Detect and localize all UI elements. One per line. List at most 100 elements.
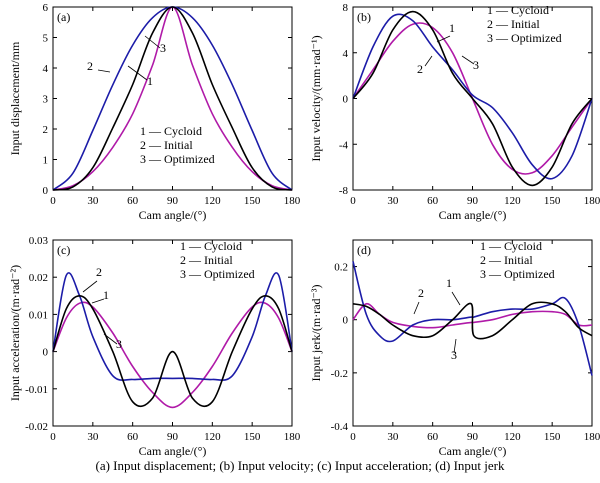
x-tick-label: 0 bbox=[350, 431, 356, 443]
chart-panel-d: 0 30 60 90 120 150 180 -0.4 -0.2 0 0.2 Cam angle/(°… bbox=[309, 239, 600, 458]
y-tick-label: 0 bbox=[343, 94, 349, 106]
x-tick-label: 90 bbox=[167, 195, 179, 207]
plot-frame bbox=[52, 239, 293, 427]
x-tick-label: 150 bbox=[244, 195, 261, 207]
figure-caption: (a) Input displacement; (b) Input veloci… bbox=[95, 458, 505, 473]
x-tick-label: 180 bbox=[584, 431, 600, 443]
y-axis-title: Input acceleration/(m·rad⁻²) bbox=[8, 265, 22, 401]
y-tick-label: 6 bbox=[43, 2, 49, 14]
x-tick-label: 30 bbox=[387, 431, 399, 443]
curve-label-leader bbox=[127, 65, 148, 81]
series-line-initial bbox=[52, 301, 293, 409]
y-tick-label: 4 bbox=[343, 48, 349, 60]
y-tick-label: -0.02 bbox=[25, 421, 48, 433]
x-tick-label: 60 bbox=[127, 195, 139, 207]
curve-label: 2 bbox=[96, 265, 102, 279]
curve-label-leader bbox=[451, 291, 461, 306]
curve-label-leader bbox=[91, 298, 105, 304]
curve-label: 1 bbox=[446, 276, 452, 290]
curve-label: 3 bbox=[116, 337, 122, 351]
curve-label-leader bbox=[82, 280, 98, 293]
y-tick-label: 0.2 bbox=[334, 262, 348, 274]
legend-entry: 3 — Optimized bbox=[487, 31, 562, 45]
legend-entry: 1 — Cycloid bbox=[487, 3, 549, 17]
x-tick-label: 60 bbox=[427, 431, 439, 443]
legend-entry: 1 — Cycloid bbox=[480, 239, 542, 253]
y-tick-label: 1 bbox=[43, 155, 49, 167]
x-tick-label: 0 bbox=[50, 431, 56, 443]
curve-label: 1 bbox=[147, 74, 153, 88]
panel-tag: (a) bbox=[57, 10, 70, 24]
panel-tag: (d) bbox=[357, 243, 371, 257]
y-tick-label: 5 bbox=[43, 33, 49, 45]
y-tick-label: 0 bbox=[43, 347, 49, 359]
legend-entry: 3 — Optimized bbox=[480, 267, 555, 281]
x-tick-label: 120 bbox=[504, 195, 521, 207]
y-tick-label: -0.01 bbox=[25, 384, 48, 396]
x-axis-title: Cam angle/(°) bbox=[439, 208, 507, 222]
y-tick-label: 4 bbox=[43, 63, 49, 75]
x-tick-label: 60 bbox=[127, 431, 139, 443]
y-tick-label: -0.2 bbox=[331, 368, 348, 380]
curve-label: 3 bbox=[473, 58, 479, 72]
curve-label-leader bbox=[144, 35, 161, 49]
y-tick-label: 8 bbox=[343, 2, 349, 14]
curve-label-leader bbox=[424, 55, 433, 67]
curve-label: 1 bbox=[103, 288, 109, 302]
y-tick-label: 3 bbox=[43, 94, 49, 106]
x-tick-label: 30 bbox=[87, 431, 99, 443]
y-tick-label: -0.4 bbox=[331, 421, 349, 433]
y-tick-label: 0 bbox=[43, 185, 49, 197]
curve-label: 2 bbox=[418, 286, 424, 300]
panel-tag: (b) bbox=[357, 10, 371, 24]
chart-panel-b: 0 30 60 90 120 150 180 -8 -4 0 4 8 Cam angle/(°) Inpu… bbox=[309, 2, 600, 222]
y-tick-label: 2 bbox=[43, 124, 49, 136]
x-tick-label: 30 bbox=[87, 195, 99, 207]
x-tick-label: 0 bbox=[350, 195, 356, 207]
curve-label-leader bbox=[413, 301, 420, 315]
y-tick-label: 0.01 bbox=[29, 309, 48, 321]
curve-label: 1 bbox=[449, 21, 455, 35]
legend-entry: 2 — Initial bbox=[180, 253, 233, 267]
x-tick-label: 90 bbox=[167, 431, 179, 443]
series-line-cycloid bbox=[352, 301, 593, 340]
curve-label-leader bbox=[436, 35, 451, 43]
x-tick-label: 90 bbox=[467, 431, 479, 443]
x-tick-label: 150 bbox=[244, 431, 261, 443]
y-tick-label: 0.02 bbox=[29, 272, 48, 284]
curve-label: 3 bbox=[160, 41, 166, 55]
curve-label-leader bbox=[103, 333, 118, 345]
x-tick-label: 150 bbox=[544, 195, 561, 207]
legend-entry: 2 — Initial bbox=[140, 138, 193, 152]
y-tick-label: -8 bbox=[339, 185, 349, 197]
chart-panel-a: 0 30 60 90 120 150 180 0 1 2 3 4 5 6 Cam angle/(°) Inpu… bbox=[8, 2, 301, 222]
series-line-optimized bbox=[352, 13, 593, 180]
panel-tag: (c) bbox=[57, 243, 70, 257]
series-line-optimized bbox=[52, 272, 293, 381]
y-tick-label: 0 bbox=[343, 315, 349, 327]
chart-panel-c: 0 30 60 90 120 150 180 -0.02 -0.01 0 0.01 0.02 0.03 C… bbox=[8, 235, 301, 458]
y-tick-label: -4 bbox=[339, 139, 349, 151]
curve-label-leader bbox=[461, 55, 475, 65]
legend-entry: 3 — Optimized bbox=[140, 152, 215, 166]
x-tick-label: 150 bbox=[544, 431, 561, 443]
x-axis-title: Cam angle/(°) bbox=[439, 444, 507, 458]
legend-entry: 1 — Cycloid bbox=[140, 124, 202, 138]
curve-label: 3 bbox=[451, 348, 457, 362]
legend-entry: 2 — Initial bbox=[480, 253, 533, 267]
x-axis-title: Cam angle/(°) bbox=[139, 444, 207, 458]
x-tick-label: 120 bbox=[504, 431, 521, 443]
series-line-cycloid bbox=[352, 10, 593, 187]
series-line-cycloid bbox=[52, 6, 293, 191]
x-tick-label: 120 bbox=[204, 431, 221, 443]
y-tick-label: 0.03 bbox=[29, 235, 49, 247]
curve-label-leader bbox=[97, 69, 111, 73]
x-tick-label: 120 bbox=[204, 195, 221, 207]
legend-entry: 3 — Optimized bbox=[180, 267, 255, 281]
series-line-cycloid bbox=[52, 294, 293, 408]
x-tick-label: 0 bbox=[50, 195, 56, 207]
x-tick-label: 180 bbox=[284, 431, 301, 443]
x-axis-title: Cam angle/(°) bbox=[139, 208, 207, 222]
y-axis-title: Input velocity/(mm·rad⁻¹) bbox=[309, 35, 323, 161]
